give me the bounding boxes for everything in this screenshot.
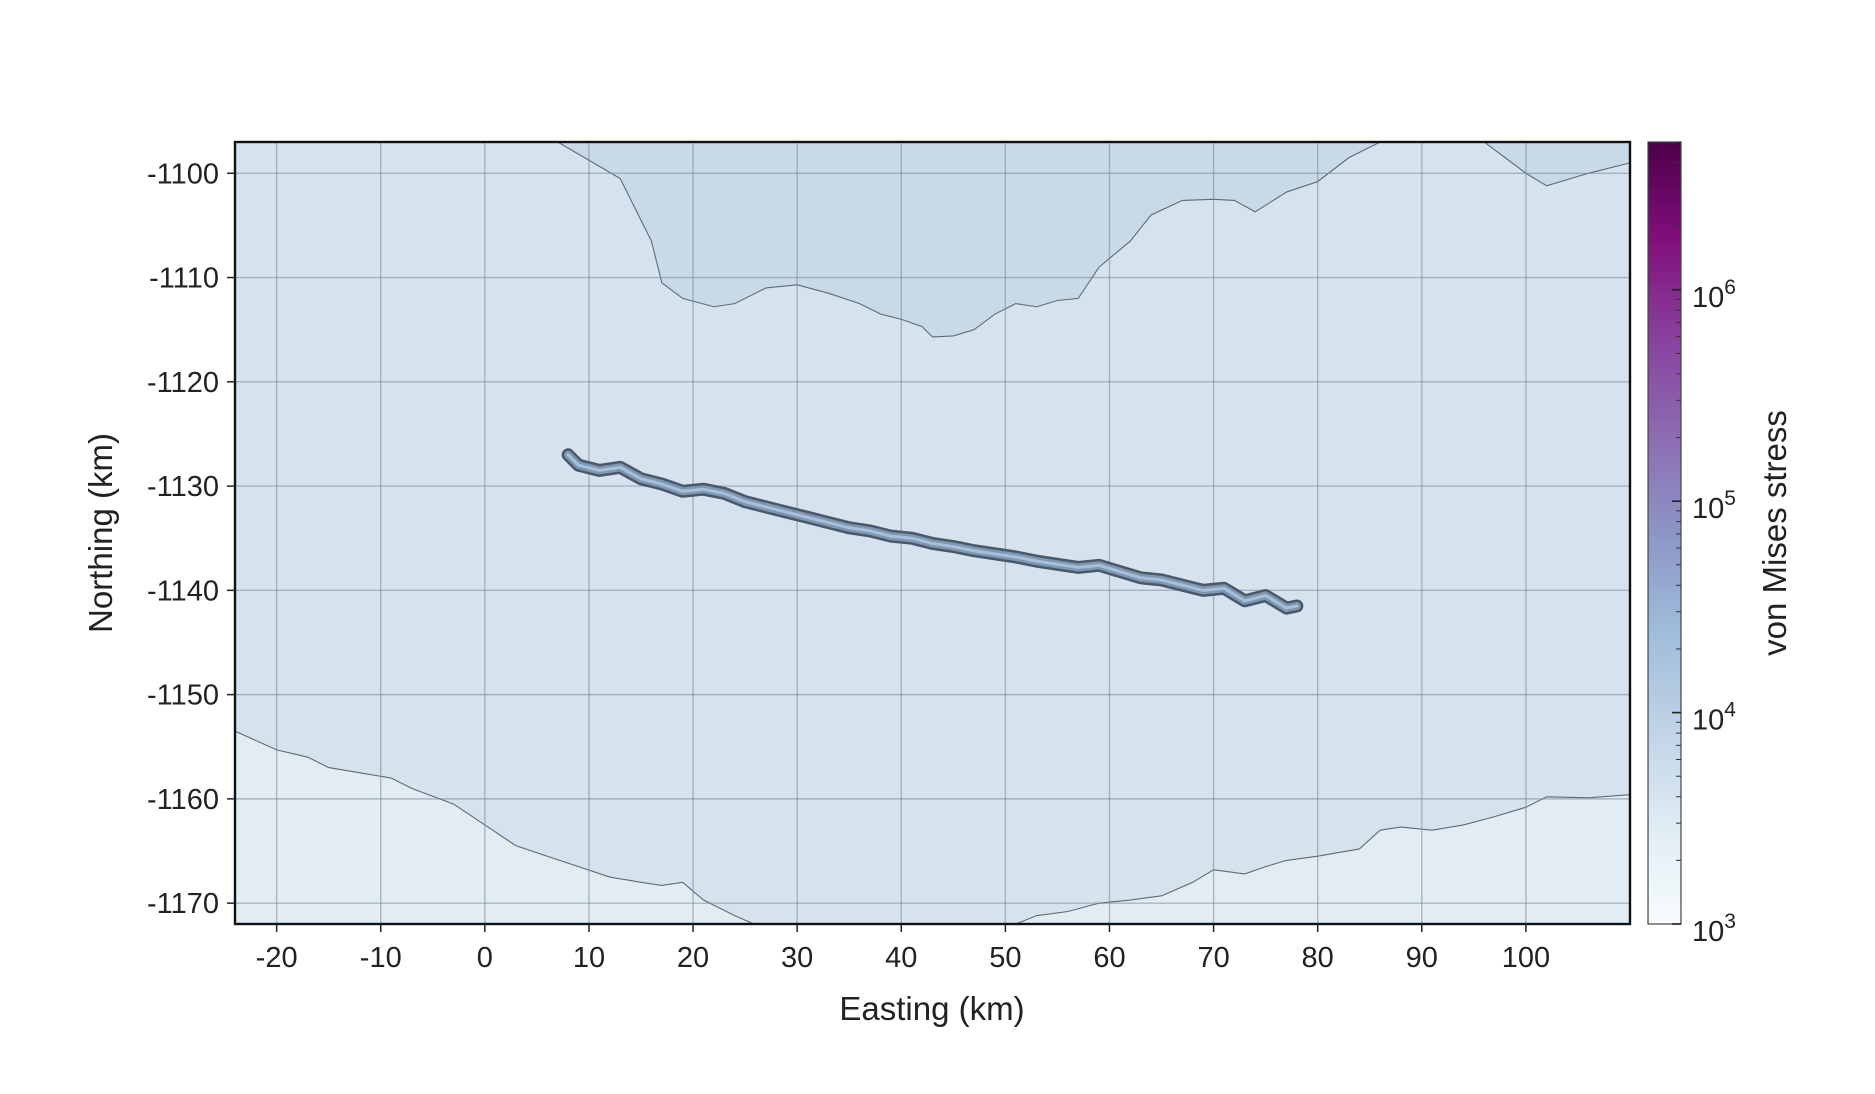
x-tick-label: -10: [360, 942, 402, 974]
x-tick-label: 20: [677, 942, 709, 974]
x-tick-label: 90: [1406, 942, 1438, 974]
colorbar-gradient: [1647, 141, 1682, 925]
colorbar-tick-label: 106: [1692, 276, 1736, 314]
contour-line-upper: [557, 142, 1630, 338]
y-axis: -1100 -1110 -1120 -1130 -1140 -1150 -1160 -1170: [147, 158, 235, 920]
colorbar-tick-label: 104: [1692, 699, 1736, 737]
x-tick-label: 40: [885, 942, 917, 974]
colorbar-label: von Mises stress: [1756, 410, 1793, 656]
region-lower: [235, 731, 1630, 924]
x-tick-label: 30: [781, 942, 813, 974]
y-tick-label: -1120: [147, 367, 219, 399]
y-axis-title: Northing (km): [82, 433, 119, 633]
x-tick-label: -20: [256, 942, 298, 974]
y-tick-label: -1100: [147, 158, 219, 190]
x-axis: -20 -10 0 10 20 30 40 50 60 70 80 90 100: [256, 924, 1550, 974]
plot-area: [233, 140, 1632, 926]
x-tick-label: 0: [477, 942, 493, 974]
colorbar-tick-label: 105: [1692, 487, 1736, 525]
x-tick-label: 50: [989, 942, 1021, 974]
contour-line-lower: [235, 730, 1630, 924]
x-tick-label: 60: [1093, 942, 1125, 974]
y-tick-label: -1130: [147, 471, 219, 503]
fault-stress-contour-inner: [566, 453, 1299, 610]
plot-frame: [233, 140, 1632, 926]
region-upper: [557, 142, 1630, 337]
y-tick-label: -1140: [147, 575, 219, 607]
x-tick-label: 70: [1197, 942, 1229, 974]
colorbar-tick-label: 103: [1692, 910, 1736, 948]
x-tick-label: 10: [573, 942, 605, 974]
grid: [235, 142, 1630, 924]
x-tick-label: 80: [1302, 942, 1334, 974]
colorbar: 103 104 105 106 von Mises stress: [1647, 141, 1793, 948]
y-tick-label: -1110: [149, 263, 219, 295]
x-tick-label: 100: [1502, 942, 1550, 974]
y-tick-label: -1150: [147, 680, 219, 712]
y-tick-label: -1170: [147, 888, 219, 920]
y-tick-label: -1160: [147, 784, 219, 816]
x-axis-title: Easting (km): [839, 990, 1024, 1027]
